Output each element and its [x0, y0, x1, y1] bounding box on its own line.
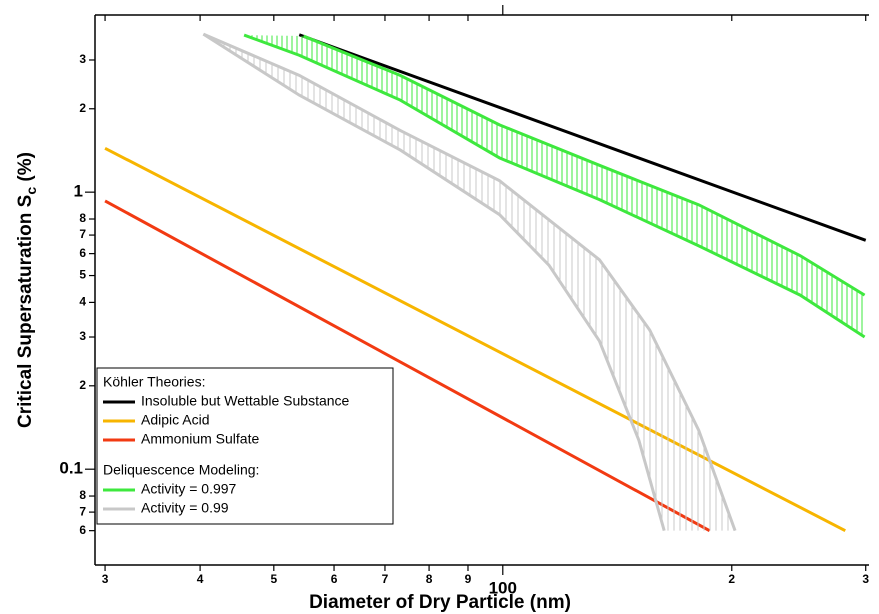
y-axis-title-sub: c	[23, 187, 39, 195]
legend-label: Ammonium Sulfate	[141, 431, 259, 447]
x-tick-label: 6	[331, 572, 338, 586]
legend-title: Deliquescence Modeling:	[103, 462, 259, 478]
y-tick-label: 8	[79, 488, 86, 502]
y-axis-title-tail: (%)	[15, 152, 36, 187]
y-axis-title: Critical Supersaturation Sc (%)	[15, 152, 39, 428]
y-tick-label: 4	[79, 295, 86, 309]
x-tick-label: 4	[197, 572, 204, 586]
legend-label: Insoluble but Wettable Substance	[141, 393, 350, 409]
series-line	[298, 33, 867, 242]
y-tick-label: 8	[79, 211, 86, 225]
hatch-area	[203, 34, 736, 531]
x-tick-label: 100	[489, 578, 517, 597]
y-tick-label: 5	[79, 268, 86, 282]
y-tick-label: 7	[79, 227, 86, 241]
series-line	[302, 34, 866, 297]
y-tick-label: 7	[79, 504, 86, 518]
series-line	[104, 199, 711, 532]
x-axis-title: Diameter of Dry Particle (nm)	[309, 592, 571, 613]
y-tick-label: 2	[79, 378, 86, 392]
y-tick-label: 6	[79, 246, 86, 260]
x-tick-label: 9	[465, 572, 472, 586]
x-tick-label: 7	[382, 572, 389, 586]
legend: Köhler Theories: Insoluble but Wettable S…	[96, 367, 394, 525]
series-line-lower	[243, 33, 866, 339]
y-tick-label: 0.1	[59, 459, 83, 478]
x-tick-label: 3	[862, 572, 869, 586]
x-tick-label: 8	[426, 572, 433, 586]
y-tick-label: 6	[79, 523, 86, 537]
y-tick-label: 2	[79, 101, 86, 115]
series-line	[104, 146, 846, 532]
legend-label: Activity = 0.997	[141, 481, 237, 497]
hatch-area	[244, 35, 865, 338]
legend-label: Adipic Acid	[141, 412, 209, 428]
legend-label: Activity = 0.99	[141, 500, 229, 516]
x-tick-label: 5	[270, 572, 277, 586]
series-line	[202, 32, 737, 532]
y-tick-label: 1	[74, 182, 83, 201]
series-line-lower	[202, 32, 666, 532]
x-tick-label: 3	[102, 572, 109, 586]
y-axis-title-main: Critical Supersaturation S	[15, 195, 36, 428]
y-tick-label: 3	[79, 52, 86, 66]
legend-title: Köhler Theories:	[103, 374, 205, 390]
x-tick-label: 2	[728, 572, 735, 586]
y-tick-label: 3	[79, 329, 86, 343]
legend-box	[96, 367, 394, 525]
